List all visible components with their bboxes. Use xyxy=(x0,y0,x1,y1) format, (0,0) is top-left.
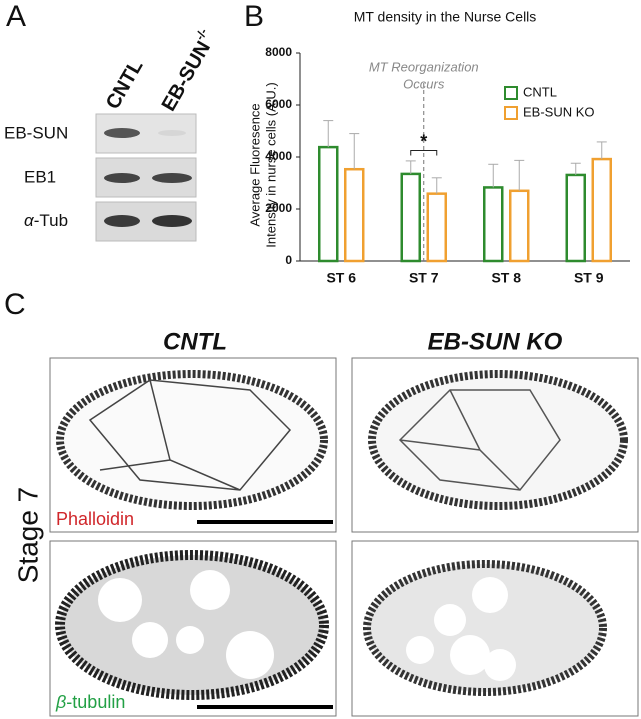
blot-column: EB-SUN-/- xyxy=(154,26,221,115)
egg-chamber xyxy=(55,550,329,700)
significance: * xyxy=(420,131,427,151)
blot-band xyxy=(152,173,192,183)
legend-swatch xyxy=(504,106,518,120)
blot-column-text: EB-SUN xyxy=(158,38,215,115)
blot-row: α-Tub xyxy=(24,211,68,230)
chart: MT density in the Nurse Cells Average Flu… xyxy=(247,9,630,286)
stain-label: β-tubulin xyxy=(55,692,125,712)
legend-label: EB-SUN KO xyxy=(523,104,595,119)
chart-title: MT density in the Nurse Cells xyxy=(354,9,537,25)
micrographs xyxy=(49,357,639,717)
cell-outlines xyxy=(88,379,292,491)
y-axis-label: Intensity in nurse cells (A.U.) xyxy=(263,82,278,247)
blot-column: CNTL xyxy=(102,56,148,113)
panel-label: B xyxy=(244,0,264,33)
y-tick-label: 2000 xyxy=(265,201,292,215)
blot-row: EB-SUN xyxy=(4,123,68,142)
x-tick-label: ST 8 xyxy=(491,270,521,286)
bar xyxy=(344,167,365,263)
greek: β xyxy=(55,692,66,712)
blot-band xyxy=(152,215,192,227)
annotation: MT Reorganization xyxy=(369,59,479,74)
image-frame xyxy=(49,357,337,533)
y-tick-label: 8000 xyxy=(265,45,292,59)
stain-label: Phalloidin xyxy=(56,509,134,529)
blot-row-text: -Tub xyxy=(34,211,68,230)
y-tick-label: 0 xyxy=(285,253,292,267)
image-frame xyxy=(49,540,337,717)
bar xyxy=(483,186,504,263)
egg-chamber xyxy=(368,370,628,510)
image-frame xyxy=(351,357,639,533)
panel-label: A xyxy=(6,0,26,33)
row-label: Stage 7 xyxy=(12,487,43,584)
y-axis-label: Average Fluoresence xyxy=(247,103,262,226)
x-tick-label: ST 6 xyxy=(326,270,356,286)
stain-text: -tubulin xyxy=(66,692,125,712)
blot-band xyxy=(104,173,140,183)
bar xyxy=(318,145,339,263)
legend-swatch xyxy=(504,86,518,100)
blot-band xyxy=(104,215,140,227)
image-column: EB-SUN KO xyxy=(428,328,563,355)
blot-band xyxy=(158,130,186,136)
significance-bracket xyxy=(410,150,438,156)
annotation: Occurs xyxy=(403,76,445,91)
y-tick-label: 6000 xyxy=(265,97,292,111)
blots xyxy=(95,113,197,242)
image-column: CNTL xyxy=(163,328,227,355)
nuclei xyxy=(406,577,516,681)
x-tick-label: ST 7 xyxy=(409,270,439,286)
egg-chamber xyxy=(56,370,328,510)
cell-outlines xyxy=(398,389,561,491)
y-tick-label: 4000 xyxy=(265,149,292,163)
greek: α xyxy=(24,211,35,230)
blot-row: EB1 xyxy=(24,167,56,186)
blot-band xyxy=(104,128,140,138)
nuclei xyxy=(98,570,274,679)
legend-label: CNTL xyxy=(523,84,557,99)
bar xyxy=(591,157,612,263)
x-tick-label: ST 9 xyxy=(574,270,604,286)
bar xyxy=(509,189,530,263)
image-frame xyxy=(351,540,639,717)
bar xyxy=(400,172,421,263)
bar xyxy=(426,192,447,263)
panel-label: C xyxy=(4,288,26,321)
bar xyxy=(565,173,586,263)
